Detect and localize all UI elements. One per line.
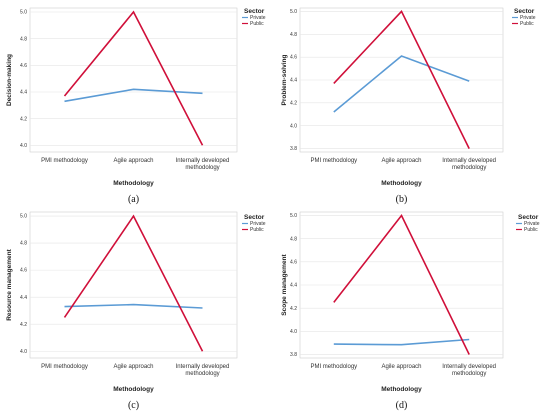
y-tick-label: 5.0 bbox=[290, 9, 297, 15]
y-tick-label: 4.4 bbox=[290, 78, 297, 84]
y-tick-label: 3.8 bbox=[290, 352, 297, 358]
y-axis-title: Decision-making bbox=[6, 54, 13, 106]
chart-panel-1: 4.0 4.2 4.4 4.6 4.8 5.0 PMI methodology Agile a… bbox=[6, 7, 266, 205]
series-line-private bbox=[333, 338, 470, 346]
series-line-public bbox=[333, 213, 470, 355]
x-axis-title: Methodology bbox=[113, 386, 154, 393]
y-tick-label: 4.2 bbox=[290, 100, 297, 106]
y-tick-label: 4.2 bbox=[20, 322, 27, 328]
panel-label: (b) bbox=[396, 194, 408, 205]
y-tick-label: 4.4 bbox=[20, 90, 27, 96]
y-tick-label: 4.0 bbox=[290, 329, 297, 335]
series-line-public bbox=[63, 214, 204, 352]
y-tick-label: 4.2 bbox=[290, 306, 297, 312]
y-tick-label: 4.6 bbox=[290, 55, 297, 61]
x-axis-title: Methodology bbox=[381, 180, 422, 187]
y-tick-label: 5.0 bbox=[20, 214, 27, 220]
y-tick-label: 4.0 bbox=[20, 349, 27, 355]
legend-title: Sector bbox=[244, 8, 265, 15]
x-tick-label: PMI methodology bbox=[41, 364, 88, 370]
legend-label-private: Private bbox=[520, 15, 536, 21]
x-tick-label: PMI methodology bbox=[310, 364, 357, 370]
panel-label: (c) bbox=[128, 400, 139, 411]
panel-label: (d) bbox=[396, 400, 408, 411]
y-tick-label: 3.8 bbox=[290, 146, 297, 152]
chart-panel-3: 4.0 4.2 4.4 4.6 4.8 5.0 PMI methodology Agile a… bbox=[6, 211, 266, 411]
legend-label-private: Private bbox=[250, 221, 266, 227]
x-tick-label: PMI methodology bbox=[310, 158, 357, 164]
y-tick-label: 4.8 bbox=[20, 36, 27, 42]
y-tick-label: 4.4 bbox=[290, 283, 297, 289]
series-line-private bbox=[64, 88, 203, 103]
legend-title: Sector bbox=[244, 214, 265, 221]
x-tick-label: Internally developed bbox=[442, 364, 496, 370]
plot-frame bbox=[29, 7, 238, 153]
x-tick-label: Internally developed bbox=[442, 158, 496, 164]
y-tick-label: 4.8 bbox=[290, 236, 297, 242]
x-tick-label-cont: methodology bbox=[185, 165, 219, 171]
y-tick-label: 4.6 bbox=[20, 63, 27, 69]
x-tick-label: Internally developed bbox=[176, 158, 230, 164]
y-tick-label: 5.0 bbox=[290, 213, 297, 219]
y-tick-label: 4.2 bbox=[20, 116, 27, 122]
chart-panel-4: 3.8 4.0 4.2 4.4 4.6 4.8 5.0 PMI methodology Agil… bbox=[281, 211, 540, 411]
x-tick-label-cont: methodology bbox=[185, 371, 219, 377]
x-tick-label: Internally developed bbox=[176, 364, 230, 370]
series-line-public bbox=[63, 10, 204, 146]
x-tick-label: Agile approach bbox=[381, 364, 421, 370]
x-tick-label: Agile approach bbox=[113, 158, 153, 164]
legend-label-private: Private bbox=[524, 221, 540, 227]
x-tick-label: Agile approach bbox=[113, 364, 153, 370]
x-tick-label: PMI methodology bbox=[41, 158, 88, 164]
x-tick-label-cont: methodology bbox=[452, 165, 486, 171]
legend-label-public: Public bbox=[250, 227, 264, 233]
legend-title: Sector bbox=[518, 214, 539, 221]
y-tick-label: 4.6 bbox=[290, 259, 297, 265]
y-axis-title: Scope management bbox=[281, 253, 288, 315]
y-tick-label: 4.6 bbox=[20, 268, 27, 274]
series-line-private bbox=[333, 55, 470, 113]
y-tick-label: 4.0 bbox=[290, 123, 297, 129]
legend-title: Sector bbox=[514, 8, 535, 15]
legend-label-public: Public bbox=[250, 21, 264, 27]
x-axis-title: Methodology bbox=[381, 386, 422, 393]
x-tick-label-cont: methodology bbox=[452, 371, 486, 377]
y-tick-label: 4.8 bbox=[290, 32, 297, 38]
y-axis-title: Problem-solving bbox=[281, 55, 288, 106]
panel-label: (a) bbox=[128, 194, 139, 205]
legend-label-private: Private bbox=[250, 15, 266, 21]
series-line-public bbox=[333, 10, 470, 149]
y-tick-label: 4.4 bbox=[20, 295, 27, 301]
y-tick-label: 4.8 bbox=[20, 241, 27, 247]
chart-panel-2: 3.8 4.0 4.2 4.4 4.6 4.8 5.0 PMI methodology Agil… bbox=[281, 7, 536, 205]
legend-label-public: Public bbox=[520, 21, 534, 27]
legend-label-public: Public bbox=[524, 227, 538, 233]
y-tick-label: 4.0 bbox=[20, 143, 27, 149]
plot-frame bbox=[29, 211, 238, 359]
y-axis-title: Resource management bbox=[6, 248, 13, 320]
y-tick-label: 5.0 bbox=[20, 10, 27, 16]
x-tick-label: Agile approach bbox=[381, 158, 421, 164]
x-axis-title: Methodology bbox=[113, 180, 154, 187]
